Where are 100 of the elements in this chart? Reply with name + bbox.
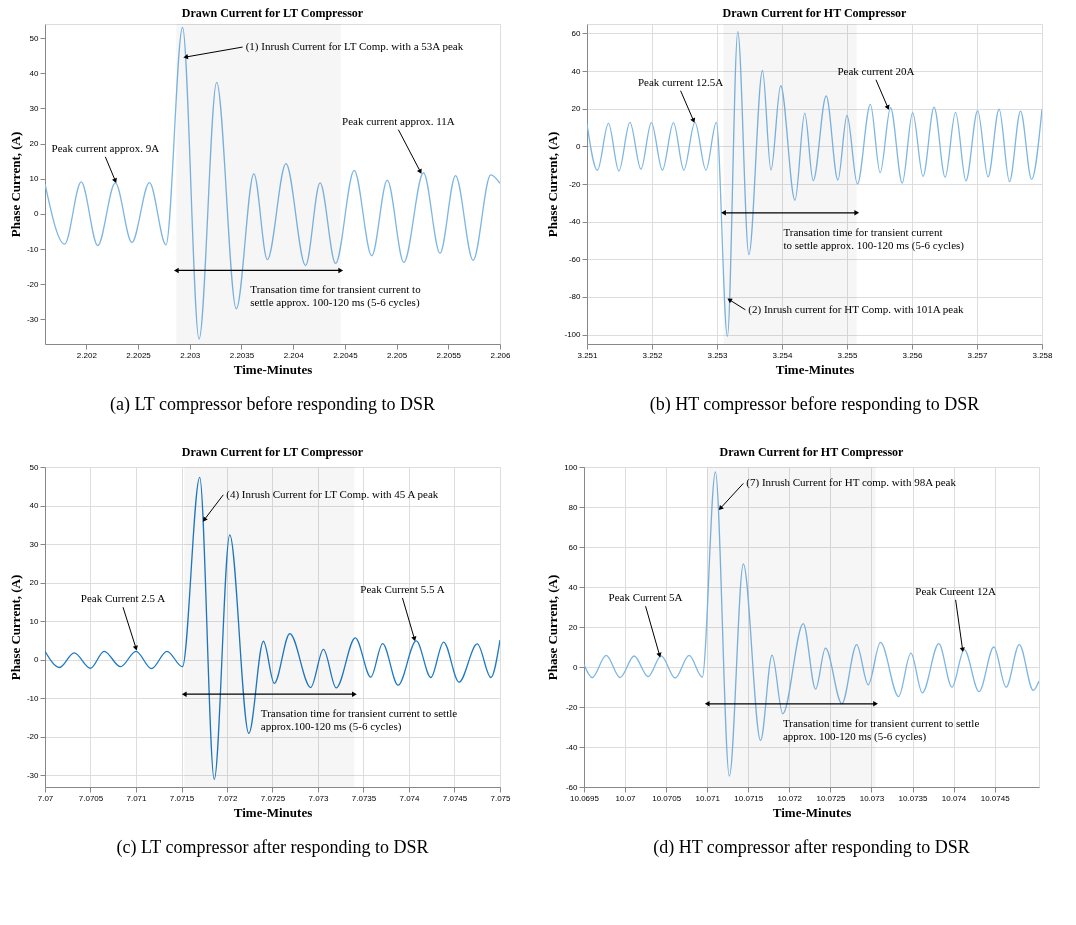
y-tick-label: -20 — [26, 279, 40, 289]
y-tick-label: 30 — [29, 539, 40, 549]
annotation: Peak current 12.5A — [637, 75, 724, 88]
x-axis-title: Time-Minutes — [772, 804, 852, 820]
y-tick-label: -20 — [568, 179, 582, 189]
x-tick-label: 2.205 — [387, 350, 408, 360]
x-tick-label: 2.2045 — [333, 350, 359, 360]
band-label: Transation time for transient current to settle approx.100-120 ms (5-6 cycles) — [260, 707, 458, 734]
chart-title: Drawn Current for HT Compressor — [722, 6, 908, 20]
y-tick-label: -30 — [26, 770, 40, 780]
x-tick-label: 7.0745 — [442, 793, 468, 803]
x-tick-label: 2.204 — [283, 350, 305, 360]
x-tick-label: 7.0725 — [260, 793, 286, 803]
x-tick-label: 3.258 — [1032, 350, 1054, 360]
x-tick-label: 3.257 — [967, 350, 989, 360]
line-series — [45, 26, 500, 340]
annotation: Peak Current 5A — [608, 591, 683, 604]
y-tick-label: -60 — [565, 782, 579, 792]
y-tick-label: -60 — [568, 254, 582, 264]
text: (b) HT compressor before responding to DSR — [649, 394, 980, 415]
x-axis-title: Time-Minutes — [233, 804, 313, 820]
y-tick-label: 100 — [564, 462, 579, 472]
x-tick-label: 3.255 — [837, 350, 859, 360]
y-tick-label: 30 — [29, 103, 40, 113]
annotation: Peak current approx. 11A — [342, 114, 455, 127]
y-tick-label: 10 — [29, 174, 40, 184]
x-tick-label: 7.071 — [126, 793, 148, 803]
y-tick-label: -40 — [565, 742, 579, 752]
y-tick-label: 40 — [29, 68, 40, 78]
x-tick-label: 7.075 — [490, 793, 512, 803]
annotation: (1) Inrush Current for LT Comp. with a 53A peak — [245, 40, 464, 54]
x-tick-label: 3.256 — [902, 350, 924, 360]
y-tick-label: 50 — [29, 462, 40, 472]
x-tick-label: 3.253 — [707, 350, 729, 360]
y-tick-label: 40 — [571, 66, 582, 76]
x-tick-label: 7.07 — [37, 793, 54, 803]
y-tick-label: 0 — [34, 209, 40, 219]
chart-title: Drawn Current for LT Compressor — [181, 6, 364, 20]
x-tick-label: 2.2055 — [436, 350, 462, 360]
x-axis-title: Time-Minutes — [775, 361, 855, 377]
y-tick-label: 20 — [29, 139, 40, 149]
x-axis-title: Time-Minutes — [233, 361, 313, 377]
x-tick-label: 2.203 — [180, 350, 201, 360]
y-tick-label: -10 — [26, 244, 40, 254]
y-tick-label: -30 — [26, 314, 40, 324]
x-tick-label: 10.07 — [615, 793, 637, 803]
x-tick-label: 10.0745 — [980, 793, 1011, 803]
text: (c) LT compressor after responding to DSR — [116, 837, 429, 858]
annotation: Peak Cureent 12A — [915, 584, 996, 597]
x-tick-label: 2.206 — [490, 350, 512, 360]
y-tick-label: 0 — [573, 662, 579, 672]
y-tick-label: 40 — [29, 501, 40, 511]
x-tick-label: 7.072 — [217, 793, 239, 803]
x-tick-label: 10.073 — [859, 793, 885, 803]
annotation: Peak Current 5.5 A — [360, 582, 445, 595]
chart-title: Drawn Current for LT Compressor — [181, 445, 364, 459]
y-tick-label: 60 — [568, 542, 579, 552]
x-tick-label: 2.2035 — [229, 350, 255, 360]
line-series — [587, 30, 1042, 338]
y-tick-label: 40 — [568, 582, 579, 592]
x-tick-label: 7.0735 — [351, 793, 377, 803]
y-tick-label: -100 — [564, 330, 582, 340]
x-tick-label: 7.0715 — [169, 793, 195, 803]
band-label: Transation time for transient current to settle approx. 100-120 ms (5-6 cycles) — [782, 716, 980, 743]
line-series — [45, 476, 500, 780]
y-tick-label: -10 — [26, 693, 40, 703]
y-tick-label: 10 — [29, 616, 40, 626]
y-tick-label: -20 — [26, 732, 40, 742]
x-tick-label: 3.252 — [642, 350, 664, 360]
y-tick-label: 20 — [571, 104, 582, 114]
y-tick-label: -40 — [568, 217, 582, 227]
x-tick-label: 10.074 — [941, 793, 967, 803]
y-axis-title: Phase Current, (A) — [545, 131, 561, 238]
x-tick-label: 10.0715 — [734, 793, 764, 803]
x-tick-label: 3.254 — [772, 350, 794, 360]
x-tick-label: 7.0705 — [78, 793, 104, 803]
x-tick-label: 2.202 — [76, 350, 98, 360]
y-tick-label: 80 — [568, 502, 579, 512]
x-tick-label: 10.071 — [695, 793, 721, 803]
y-tick-label: -20 — [565, 702, 579, 712]
annotation: Peak Current 2.5 A — [80, 592, 166, 605]
x-tick-label: 10.0725 — [816, 793, 846, 803]
y-tick-label: 0 — [34, 655, 40, 665]
y-tick-label: 50 — [29, 33, 40, 43]
x-tick-label: 7.073 — [308, 793, 330, 803]
y-axis-title: Phase Current, (A) — [7, 574, 23, 681]
y-tick-label: 60 — [571, 28, 582, 38]
x-tick-label: 10.072 — [777, 793, 803, 803]
y-tick-label: -80 — [568, 292, 582, 302]
annotation: (4) Inrush Current for LT Comp. with 45 A peak — [226, 487, 439, 501]
annotation: (7) Inrush Current for HT comp. with 98A peak — [746, 476, 957, 490]
x-tick-label: 7.074 — [399, 793, 421, 803]
y-tick-label: 20 — [29, 578, 40, 588]
text: (a) LT compressor before responding to DSR — [110, 394, 435, 415]
x-tick-label: 2.2025 — [126, 350, 152, 360]
x-tick-label: 10.0705 — [652, 793, 682, 803]
y-axis-title: Phase Current, (A) — [7, 131, 23, 238]
x-tick-label: 10.0695 — [570, 793, 600, 803]
annotation: Peak current approx. 9A — [51, 141, 160, 154]
text: (d) HT compressor after responding to DSR — [653, 837, 970, 858]
